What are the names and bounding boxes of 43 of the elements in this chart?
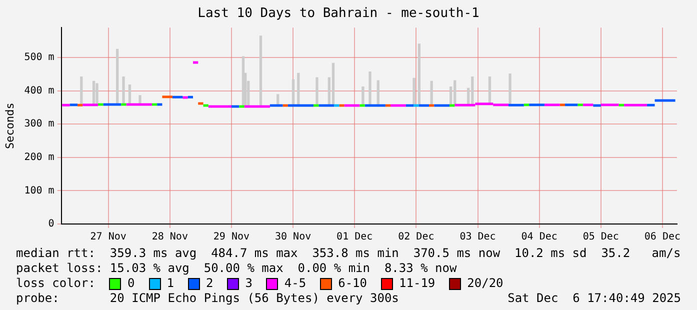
y-axis-title: Seconds: [3, 102, 16, 149]
bar: [368, 72, 372, 106]
bar: [80, 76, 83, 106]
y-tick-label: 100 m: [24, 185, 54, 196]
bar: [332, 62, 335, 106]
x-tick-label: 06 Dec: [644, 232, 681, 243]
legend-label: 2: [206, 276, 214, 291]
x-tick-label: 27 Nov: [90, 232, 126, 243]
x-tick-label: 02 Dec: [398, 232, 434, 243]
x-tick-label: 05 Dec: [582, 232, 619, 243]
bar: [430, 80, 433, 106]
y-tick-label: 300 m: [24, 118, 54, 130]
y-tick-label: 200 m: [24, 152, 54, 164]
text: Sat Dec 6 17:40:49 2025: [508, 291, 681, 306]
bar: [316, 77, 318, 106]
x-tick-label: 04 Dec: [521, 232, 558, 243]
legend-label: 4-5: [284, 276, 306, 291]
y-tick-label: 0: [48, 218, 54, 230]
legend-title: loss color:: [16, 276, 96, 291]
legend-label: 1: [166, 276, 174, 291]
chart-title: Last 10 Days to Bahrain - me-south-1: [198, 6, 480, 22]
bar: [122, 76, 125, 106]
y-tick-label: 500 m: [24, 52, 54, 64]
x-tick-label: 30 Nov: [274, 232, 312, 243]
x-tick-label: 03 Dec: [460, 232, 496, 243]
bar: [259, 36, 262, 107]
legend-label: 11-19: [399, 276, 436, 291]
legend-label: 0: [127, 276, 135, 291]
y-tick-label: 400 m: [24, 85, 54, 96]
x-tick-label: 29 Nov: [213, 232, 250, 243]
bar: [418, 44, 421, 106]
legend-label: 20/20: [467, 276, 504, 291]
legend-label: 3: [245, 276, 252, 291]
bar: [508, 74, 512, 106]
text: probe: 20 ICMP Echo Pings (56 Bytes) every 300s: [16, 291, 399, 306]
bar: [96, 83, 98, 106]
text: packet loss: 15.03 % avg 50.00 % max 0.00 % min 8.33 % now: [16, 261, 458, 276]
legend-label: 6-10: [338, 276, 368, 291]
text: median rtt: 359.3 ms avg 484.7 ms max 353.8 ms min 370.5 ms now 10.2 ms sd 35.2 am/s: [16, 246, 681, 261]
x-tick-label: 01 Dec: [336, 232, 373, 243]
x-tick-label: 28 Nov: [152, 232, 188, 243]
bar: [412, 78, 416, 106]
bar: [116, 48, 119, 106]
